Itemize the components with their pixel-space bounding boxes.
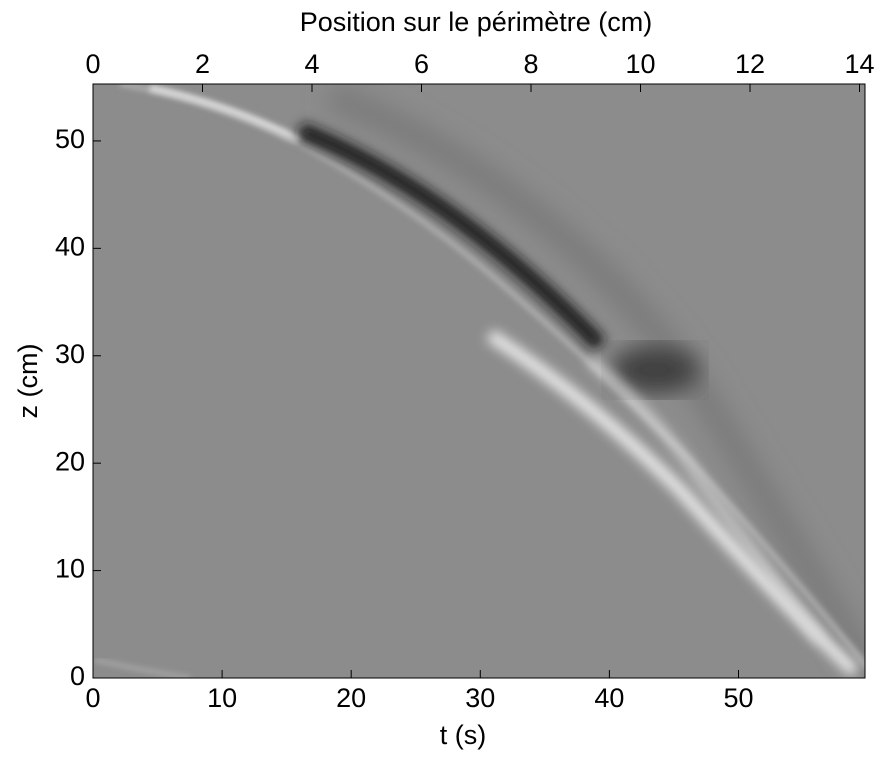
- x2-tick-label: 6: [414, 49, 429, 79]
- x2-tick-label: 2: [195, 49, 210, 79]
- wave-image: [94, 84, 865, 678]
- x2-tick-label: 4: [304, 49, 319, 79]
- x-tick-label: 0: [85, 683, 100, 713]
- top-axis-title: Position sur le périmètre (cm): [300, 7, 653, 37]
- x2-tick-label: 10: [625, 49, 655, 79]
- x2-tick-label: 12: [735, 49, 765, 79]
- x2-tick-label: 0: [85, 49, 100, 79]
- y-tick-label: 50: [55, 124, 85, 154]
- x2-tick-label: 14: [845, 49, 875, 79]
- x-tick-label: 50: [723, 683, 753, 713]
- y-tick-label: 40: [55, 231, 85, 261]
- y-axis-label: z (cm): [13, 344, 43, 419]
- x-tick-label: 20: [336, 683, 366, 713]
- x-tick-label: 30: [465, 683, 495, 713]
- y-tick-label: 0: [70, 661, 85, 691]
- y-tick-label: 30: [55, 339, 85, 369]
- x-tick-label: 40: [594, 683, 624, 713]
- y-tick-label: 10: [55, 554, 85, 584]
- x-tick-label: 10: [207, 683, 237, 713]
- y-tick-label: 20: [55, 446, 85, 476]
- plot-frame: [92, 83, 866, 679]
- x2-tick-label: 8: [523, 49, 538, 79]
- x-axis-label: t (s): [440, 720, 487, 750]
